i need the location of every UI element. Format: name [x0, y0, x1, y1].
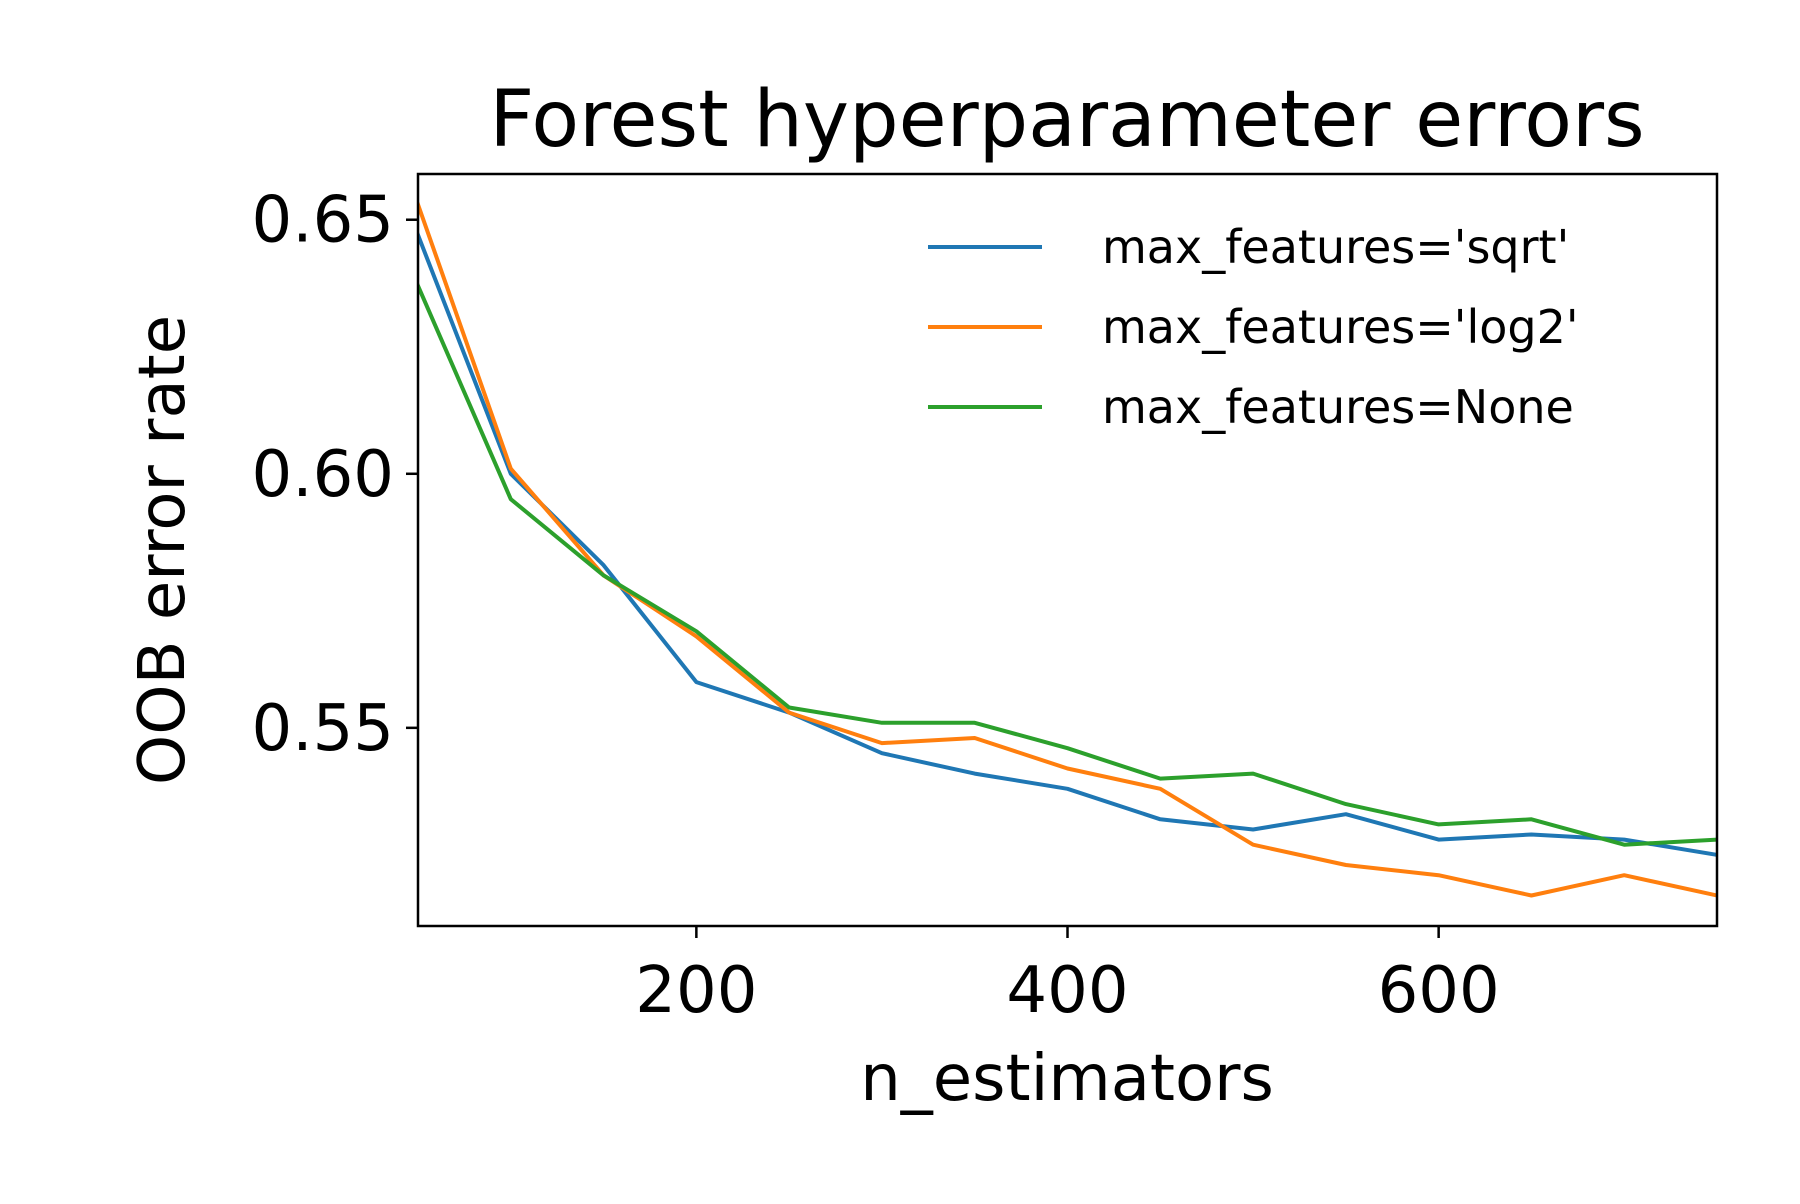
y-tick-label: 0.55 — [252, 692, 395, 766]
x-tick-label: 600 — [1378, 954, 1500, 1028]
y-tick-label: 0.65 — [252, 184, 395, 258]
x-tick-label: 200 — [635, 954, 757, 1028]
plot-frame — [416, 172, 1719, 928]
legend-label: max_features=None — [1102, 380, 1574, 434]
series-line-2 — [418, 283, 1717, 847]
legend-item: max_features='log2' — [928, 300, 1579, 354]
x-axis-ticks: 200 400 600 — [635, 926, 1500, 1028]
y-axis-ticks: 0.55 0.60 0.65 — [252, 184, 418, 766]
legend-item: max_features=None — [928, 380, 1574, 434]
legend-item: max_features='sqrt' — [928, 220, 1569, 274]
y-tick-label: 0.60 — [252, 438, 395, 512]
y-axis-label: OOB error rate — [126, 315, 200, 785]
legend-label: max_features='sqrt' — [1102, 220, 1569, 274]
x-tick-label: 400 — [1006, 954, 1128, 1028]
chart-title: Forest hyperparameter errors — [489, 75, 1644, 165]
legend-label: max_features='log2' — [1102, 300, 1579, 354]
legend: max_features='sqrt' max_features='log2'ma… — [928, 220, 1579, 434]
x-axis-label: n_estimators — [860, 1042, 1274, 1116]
series-line-0 — [418, 232, 1717, 857]
series-layer — [418, 201, 1717, 898]
